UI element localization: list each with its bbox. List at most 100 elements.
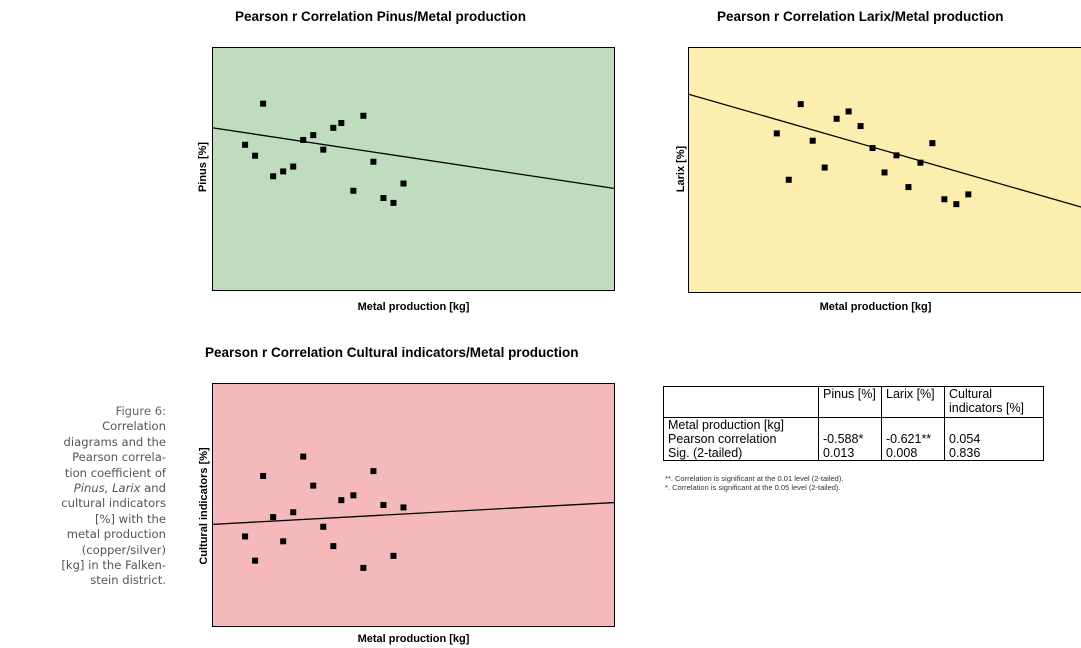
pinus-data-point-13 (370, 158, 377, 165)
caption-line: metal production (66, 527, 166, 542)
larix-data-point-12 (917, 159, 924, 166)
larix-data-point-5 (833, 115, 840, 122)
table-row-group-label: Metal production [kg] (663, 417, 819, 432)
larix-scatter-svg (689, 93, 1081, 208)
pinus-data-point-12 (360, 112, 367, 119)
pinus-data-point-0 (242, 141, 249, 148)
pinus-data-point-3 (270, 173, 277, 180)
larix-y-axis-label: Larix [%] (675, 145, 687, 193)
cultural-data-point-0 (242, 533, 249, 540)
table-cell (881, 417, 945, 432)
caption-line: [%] with the (94, 511, 166, 526)
larix-data-point-0 (773, 130, 780, 137)
pinus-data-point-1 (252, 152, 259, 159)
table-header-larix: Larix [%] (881, 386, 945, 418)
table-row-label: Sig. (2-tailed) (663, 446, 819, 461)
caption-line: diagrams and the (63, 434, 166, 449)
table-cell-pinus: 0.013 (818, 446, 882, 461)
table-row: Metal production [kg] (663, 417, 1044, 432)
table-header-row: Pinus [%] Larix [%] Cultural indicators … (663, 386, 1044, 418)
caption-line: [kg] in the Falken- (61, 558, 166, 573)
cultural-scatter-svg (213, 453, 614, 571)
larix-data-point-1 (785, 176, 792, 183)
table-header-pinus: Pinus [%] (818, 386, 882, 418)
table-cell-larix: 0.008 (881, 446, 945, 461)
pinus-data-point-4 (280, 168, 287, 175)
cultural-chart-title: Pearson r Correlation Cultural indicator… (205, 345, 579, 360)
cultural-data-point-4 (280, 538, 287, 545)
cultural-plot-area (212, 383, 615, 627)
cultural-data-point-12 (360, 564, 367, 571)
larix-data-point-14 (941, 196, 948, 203)
caption-line: Correlation (102, 419, 166, 434)
table-header-cultural: Cultural indicators [%] (944, 386, 1044, 418)
pinus-data-point-10 (338, 120, 345, 127)
larix-x-axis-label: Metal production [kg] (819, 301, 932, 313)
cultural-data-point-9 (330, 543, 337, 550)
pinus-plot-area (212, 47, 615, 291)
cultural-data-point-1 (252, 557, 259, 564)
pinus-data-point-15 (390, 199, 397, 206)
larix-data-point-11 (905, 184, 912, 191)
cultural-data-point-5 (290, 509, 297, 516)
pinus-regression-line (213, 127, 614, 190)
table-cell-pinus: -0.588* (818, 432, 882, 446)
table-cell (944, 417, 1044, 432)
pinus-data-point-5 (290, 163, 297, 170)
table-cell (818, 417, 882, 432)
table-notes: **. Correlation is significant at the 0.… (665, 474, 843, 492)
table-row-label: Pearson correlation (663, 432, 819, 446)
pinus-chart-title: Pearson r Correlation Pinus/Metal produc… (235, 9, 527, 24)
cultural-data-point-2 (260, 472, 267, 479)
caption-line: tion coefficient of (64, 465, 166, 480)
pinus-data-point-16 (400, 180, 407, 187)
caption-line: Pearson correla- (72, 450, 166, 465)
larix-regression-line (689, 93, 1081, 208)
cultural-data-point-15 (390, 552, 397, 559)
pinus-data-point-9 (330, 124, 337, 131)
cultural-data-point-3 (270, 514, 277, 521)
cultural-data-point-8 (320, 523, 327, 530)
table-cell-cultural: 0.054 (944, 432, 1044, 446)
caption-heading: Figure 6: (115, 404, 166, 418)
cultural-data-point-6 (300, 453, 307, 460)
larix-data-point-9 (881, 169, 888, 176)
pinus-data-point-11 (350, 187, 357, 194)
caption-line: (copper/silver) (81, 542, 166, 557)
larix-data-point-3 (809, 137, 816, 144)
table-row: Sig. (2-tailed) 0.013 0.008 0.836 (663, 446, 1044, 461)
table-note: *. Correlation is significant at the 0.0… (665, 483, 841, 492)
cultural-data-point-11 (350, 492, 357, 499)
caption-and: and (140, 481, 166, 496)
pinus-scatter-svg (213, 100, 614, 206)
larix-data-point-13 (929, 140, 936, 147)
larix-data-point-2 (797, 101, 804, 108)
table-cell-larix: -0.621** (881, 432, 945, 446)
pinus-data-point-8 (320, 146, 327, 153)
pinus-data-point-14 (380, 195, 387, 202)
correlation-table: Pinus [%] Larix [%] Cultural indicators … (663, 386, 1044, 461)
caption-line: stein district. (90, 573, 166, 588)
pinus-x-axis-label: Metal production [kg] (357, 301, 470, 313)
table-note: **. Correlation is significant at the 0.… (665, 474, 844, 483)
larix-chart-title: Pearson r Correlation Larix/Metal produc… (717, 9, 1004, 24)
larix-data-point-4 (821, 164, 828, 171)
larix-data-point-7 (857, 123, 864, 130)
cultural-x-axis-label: Metal production [kg] (357, 633, 470, 645)
pinus-data-point-2 (260, 100, 267, 107)
table-row: Pearson correlation -0.588* -0.621** 0.0… (663, 432, 1044, 446)
figure-caption: Figure 6: Correlation diagrams and the P… (0, 404, 166, 589)
larix-plot-area (688, 47, 1081, 293)
pinus-y-axis-label: Pinus [%] (197, 141, 209, 193)
cultural-data-point-13 (370, 468, 377, 475)
caption-italic-taxa: Pinus, Larix (73, 481, 141, 496)
table-header-empty (663, 386, 819, 418)
cultural-data-point-7 (310, 482, 317, 489)
larix-data-point-16 (965, 191, 972, 198)
cultural-data-point-10 (338, 497, 345, 504)
pinus-data-point-7 (310, 132, 317, 139)
cultural-regression-line (213, 501, 614, 526)
caption-line: Pinus, Larix and (0, 481, 166, 496)
larix-data-point-15 (953, 201, 960, 208)
cultural-y-axis-label: Cultural indicators [%] (198, 447, 210, 565)
